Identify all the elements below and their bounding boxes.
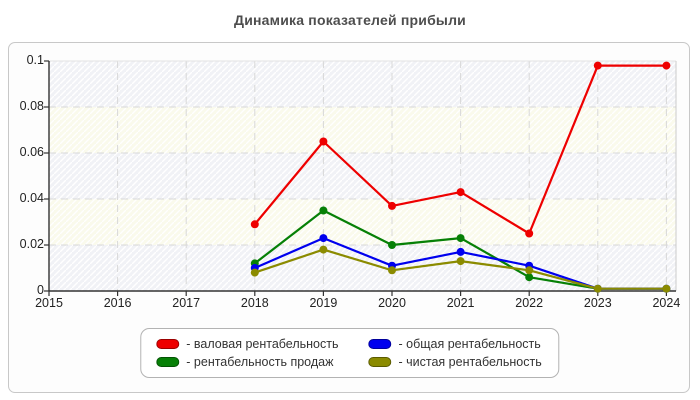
series-point-gross-margin-2019 (319, 137, 328, 146)
series-point-net-profitability-2018 (250, 268, 259, 277)
legend-item-net-profitability: - чистая рентабельность (368, 355, 542, 369)
series-point-net-profitability-2022 (525, 266, 534, 275)
series-point-gross-margin-2022 (525, 229, 534, 238)
legend-swatch-return-on-sales (156, 357, 180, 367)
legend-label-return-on-sales: - рентабельность продаж (186, 355, 334, 369)
x-tick-label-2019: 2019 (309, 296, 338, 310)
legend-swatch-total-profitability (368, 339, 392, 349)
chart-title: Динамика показателей прибыли (234, 12, 466, 28)
series-point-gross-margin-2018 (250, 220, 259, 229)
plot-band (49, 107, 676, 153)
series-point-gross-margin-2021 (456, 188, 465, 197)
plot-band (49, 61, 676, 107)
x-tick-label-2021: 2021 (446, 296, 475, 310)
x-tick-label-2023: 2023 (583, 296, 612, 310)
series-point-return-on-sales-2020 (388, 241, 396, 249)
legend-item-return-on-sales: - рентабельность продаж (156, 355, 338, 369)
legend-item-gross-margin: - валовая рентабельность (156, 337, 339, 351)
legend-label-gross-margin: - валовая рентабельность (186, 337, 339, 351)
series-point-net-profitability-2023 (593, 284, 602, 293)
x-tick-label-2015: 2015 (35, 296, 63, 310)
series-point-net-profitability-2021 (456, 257, 465, 266)
x-tick-label-2022: 2022 (515, 296, 544, 310)
series-point-net-profitability-2019 (319, 245, 328, 254)
legend-swatch-net-profitability (368, 357, 392, 367)
x-tick-label-2018: 2018 (240, 296, 269, 310)
legend-label-net-profitability: - чистая рентабельность (398, 355, 542, 369)
series-point-net-profitability-2020 (388, 266, 396, 275)
legend-box: - валовая рентабельность - рентабельност… (140, 328, 560, 378)
y-tick-label-0.1: 0.1 (26, 53, 44, 67)
series-point-net-profitability-2024 (662, 284, 671, 293)
series-point-total-profitability-2021 (456, 247, 465, 256)
series-point-return-on-sales-2022 (525, 273, 534, 282)
series-point-gross-margin-2023 (593, 61, 602, 70)
y-tick-label-0.06: 0.06 (19, 145, 44, 159)
y-tick-label-0.04: 0.04 (19, 191, 44, 205)
series-point-total-profitability-2019 (319, 234, 328, 243)
series-point-return-on-sales-2021 (456, 234, 465, 243)
plot-band (49, 153, 676, 199)
plot-band (49, 199, 676, 245)
series-point-return-on-sales-2019 (319, 206, 328, 215)
series-point-gross-margin-2024 (662, 61, 671, 70)
y-tick-label-0.02: 0.02 (19, 237, 44, 251)
x-tick-label-2020: 2020 (378, 296, 406, 310)
x-tick-label-2017: 2017 (172, 296, 201, 310)
legend-swatch-gross-margin (156, 339, 180, 349)
legend-label-total-profitability: - общая рентабельность (398, 337, 541, 351)
legend-item-total-profitability: - общая рентабельность (368, 337, 542, 351)
y-tick-label-0.08: 0.08 (19, 99, 44, 113)
x-tick-label-2016: 2016 (103, 296, 132, 310)
x-tick-label-2024: 2024 (652, 296, 681, 310)
y-tick-label-0: 0 (37, 283, 44, 297)
series-point-gross-margin-2020 (388, 201, 396, 210)
